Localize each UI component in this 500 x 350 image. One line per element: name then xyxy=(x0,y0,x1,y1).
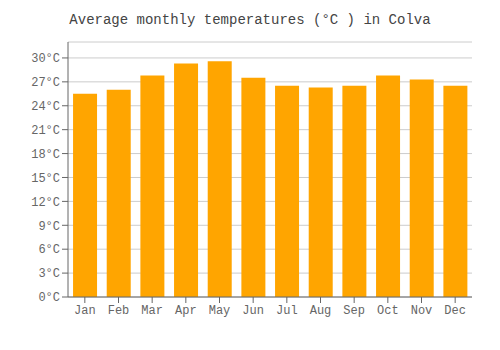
svg-text:Nov: Nov xyxy=(411,304,433,318)
svg-text:21°C: 21°C xyxy=(31,124,60,138)
svg-text:12°C: 12°C xyxy=(31,196,60,210)
svg-text:Mar: Mar xyxy=(141,304,163,318)
svg-text:Jul: Jul xyxy=(276,304,298,318)
svg-text:Aug: Aug xyxy=(310,304,332,318)
svg-text:Apr: Apr xyxy=(175,304,197,318)
svg-text:May: May xyxy=(209,304,231,318)
svg-text:3°C: 3°C xyxy=(38,267,60,281)
svg-text:24°C: 24°C xyxy=(31,100,60,114)
html-text:Average monthly temperatures (: Average monthly temperatures (°C ) in Co… xyxy=(69,12,431,28)
svg-text:15°C: 15°C xyxy=(31,172,60,186)
svg-text:9°C: 9°C xyxy=(38,220,60,234)
svg-text:18°C: 18°C xyxy=(31,148,60,162)
svg-text:Feb: Feb xyxy=(108,304,130,318)
svg-text:27°C: 27°C xyxy=(31,76,60,90)
svg-text:Jun: Jun xyxy=(242,304,264,318)
svg-text:Jan: Jan xyxy=(74,304,96,318)
svg-text:0°C: 0°C xyxy=(38,291,60,305)
svg-text:Sep: Sep xyxy=(343,304,365,318)
svg-text:Oct: Oct xyxy=(377,304,399,318)
svg-text:6°C: 6°C xyxy=(38,243,60,257)
svg-text:Dec: Dec xyxy=(444,304,466,318)
svg-text:30°C: 30°C xyxy=(31,52,60,66)
